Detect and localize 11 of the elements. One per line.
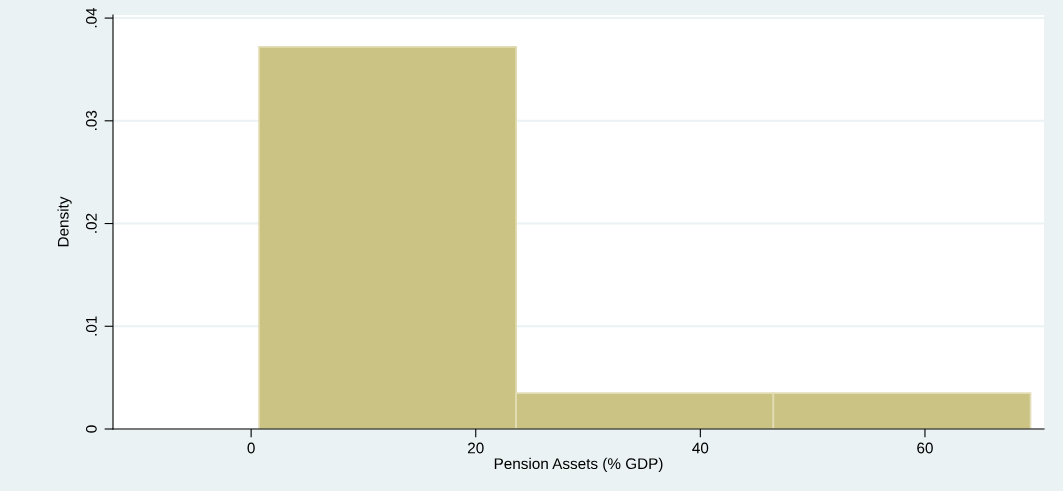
y-tick-label: .02 [85,213,97,233]
y-tick-label: .01 [85,316,97,336]
y-tick-label: .04 [85,7,97,28]
x-tick-label: 60 [917,442,933,454]
x-tick-label: 40 [692,442,709,454]
x-tick-label: 20 [468,442,484,454]
y-tick-label: 0 [85,425,97,433]
x-tick-label: 0 [247,442,255,454]
y-axis-title: Density [57,196,72,247]
x-axis-title: Pension Assets (% GDP) [494,457,663,473]
y-tick-label: .03 [85,110,97,131]
